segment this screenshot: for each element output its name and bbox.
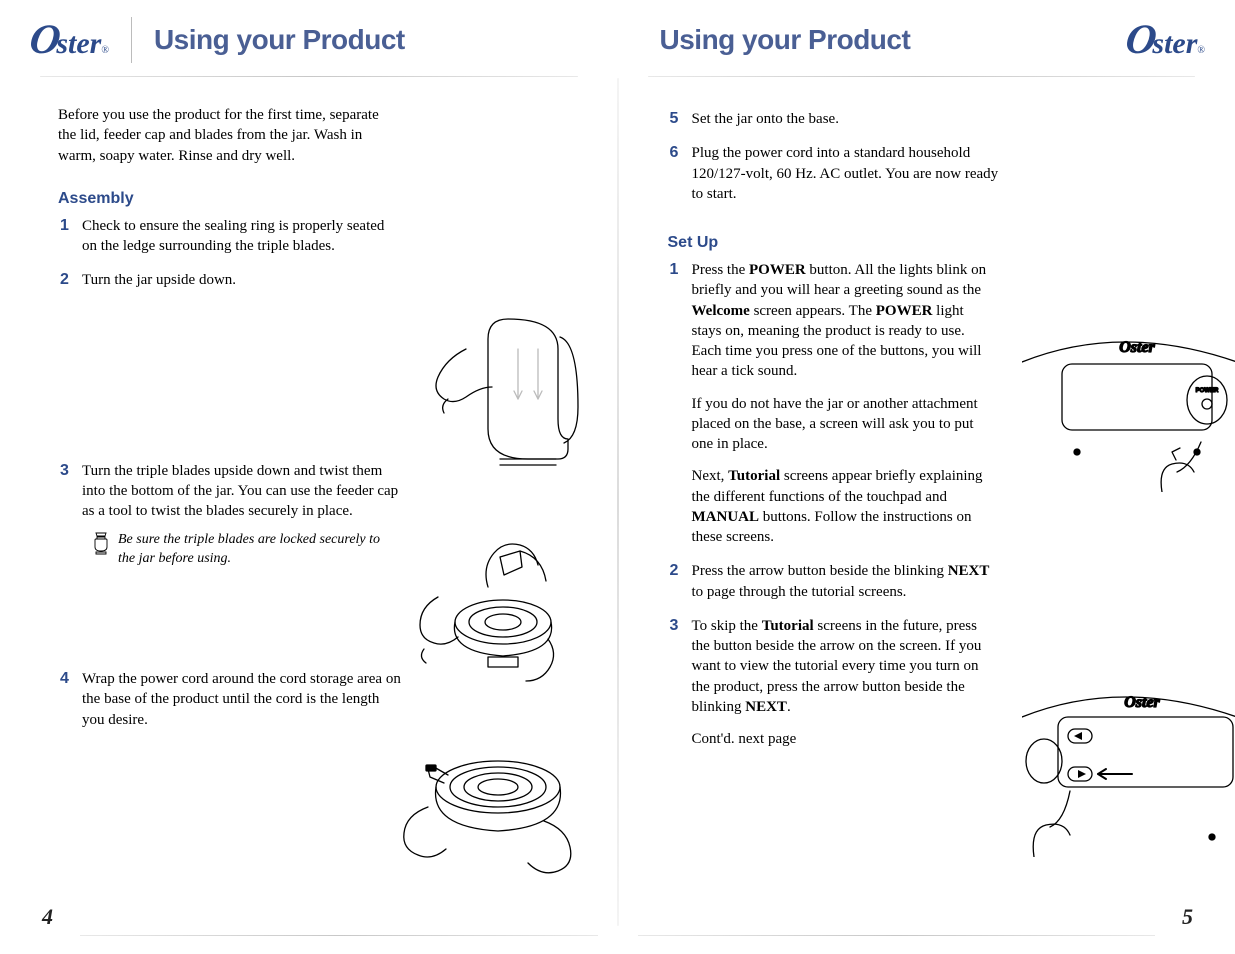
- step-number: 2: [670, 560, 679, 582]
- step-5: 5 Set the jar onto the base.: [692, 109, 1012, 129]
- step-para: Next, Tutorial screens appear briefly ex…: [692, 466, 992, 547]
- step-text: To skip the Tutorial screens in the futu…: [692, 618, 982, 715]
- illustration-touchscreen: Oster: [1022, 687, 1235, 857]
- logo-glyph-o: O: [1123, 19, 1159, 61]
- logo-registered: ®: [1197, 45, 1205, 56]
- step-6: 6 Plug the power cord into a standard ho…: [692, 143, 1012, 204]
- page-left: O ster ® Using your Product Before you u…: [0, 0, 618, 954]
- intro-text: Before you use the product for the first…: [58, 105, 388, 166]
- logo-glyph-rest: ster: [56, 29, 101, 59]
- logo-registered: ®: [101, 45, 109, 56]
- logo-glyph-o: O: [27, 19, 63, 61]
- illustration-power-button: Oster POWER: [1022, 332, 1235, 492]
- step-text: Press the POWER button. All the lights b…: [692, 262, 987, 379]
- page-gutter: [617, 78, 619, 926]
- step-text: Turn the triple blades upside down and t…: [82, 463, 398, 520]
- step-number: 4: [60, 668, 69, 690]
- illustration-jar-upside-down: [408, 309, 588, 489]
- footer-rule: [80, 935, 598, 936]
- step-text: Set the jar onto the base.: [692, 111, 839, 127]
- step-note: Be sure the triple blades are locked sec…: [92, 531, 382, 569]
- setup-step-2: 2 Press the arrow button beside the blin…: [692, 561, 992, 602]
- assembly-heading: Assembly: [58, 190, 570, 208]
- step-1: 1 Check to ensure the sealing ring is pr…: [82, 216, 402, 257]
- step-2: 2 Turn the jar upside down.: [82, 270, 402, 290]
- illus-power-label: POWER: [1196, 388, 1219, 394]
- note-text: Be sure the triple blades are locked sec…: [118, 531, 382, 569]
- page-title: Using your Product: [660, 24, 911, 56]
- step-4: 4 Wrap the power cord around the cord st…: [82, 669, 402, 730]
- page-right: Using your Product O ster ® 5 Set the ja…: [618, 0, 1235, 954]
- step-3: 3 Turn the triple blades upside down and…: [82, 461, 402, 570]
- content-right: 5 Set the jar onto the base. 6 Plug the …: [618, 77, 1235, 749]
- step-number: 3: [670, 615, 679, 637]
- illus-brand-text: Oster: [1124, 694, 1160, 711]
- step-text: Wrap the power cord around the cord stor…: [82, 671, 401, 728]
- illustration-twist-blades: [408, 527, 588, 697]
- illustration-wrap-cord: [398, 727, 588, 877]
- blender-note-icon: [92, 531, 110, 555]
- header-right: Using your Product O ster ®: [618, 0, 1235, 70]
- brand-logo: O ster ®: [30, 19, 109, 61]
- step-para: If you do not have the jar or another at…: [692, 394, 992, 455]
- continued-text: Cont'd. next page: [692, 729, 992, 749]
- footer-rule: [638, 935, 1156, 936]
- page-number: 4: [42, 904, 53, 930]
- step-number: 1: [60, 215, 69, 237]
- header-separator: [131, 17, 132, 63]
- step-number: 1: [670, 259, 679, 281]
- step-text: Plug the power cord into a standard hous…: [692, 145, 999, 202]
- assembly-steps-cont: 5 Set the jar onto the base. 6 Plug the …: [668, 105, 1192, 204]
- header-left: O ster ® Using your Product: [0, 0, 618, 70]
- page-spread: O ster ® Using your Product Before you u…: [0, 0, 1235, 954]
- logo-glyph-rest: ster: [1152, 29, 1197, 59]
- step-text: Turn the jar upside down.: [82, 272, 236, 288]
- step-number: 5: [670, 108, 679, 130]
- brand-logo: O ster ®: [1126, 19, 1205, 61]
- page-title: Using your Product: [154, 24, 405, 56]
- page-number: 5: [1182, 904, 1193, 930]
- illus-brand-text: Oster: [1119, 339, 1155, 356]
- setup-heading: Set Up: [668, 234, 1192, 252]
- content-left: Before you use the product for the first…: [0, 77, 618, 730]
- setup-step-1: 1 Press the POWER button. All the lights…: [692, 260, 992, 547]
- step-number: 3: [60, 460, 69, 482]
- step-number: 6: [670, 142, 679, 164]
- step-number: 2: [60, 269, 69, 291]
- setup-step-3: 3 To skip the Tutorial screens in the fu…: [692, 616, 992, 750]
- step-text: Press the arrow button beside the blinki…: [692, 563, 990, 599]
- step-text: Check to ensure the sealing ring is prop…: [82, 218, 384, 254]
